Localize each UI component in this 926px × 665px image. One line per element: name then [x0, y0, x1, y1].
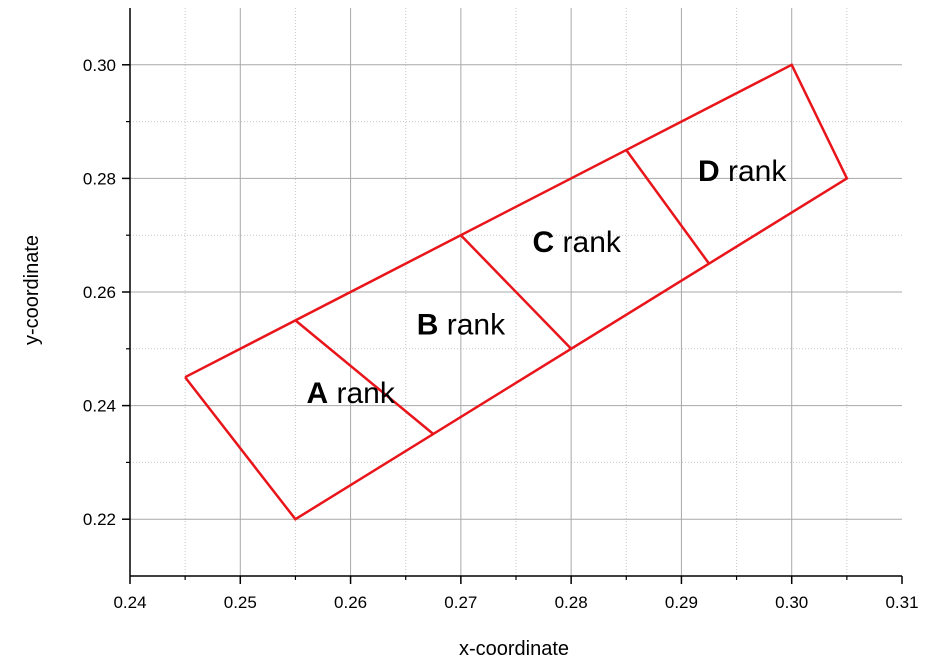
rank-label-d: D rank — [698, 155, 787, 188]
x-tick-label: 0.25 — [224, 593, 257, 612]
x-tick-label: 0.26 — [334, 593, 367, 612]
rank-shape — [184, 63, 849, 521]
x-tick-label: 0.24 — [113, 593, 146, 612]
rank-divider — [625, 149, 711, 265]
y-tick-labels: 0.22 0.24 0.26 0.28 0.30 — [83, 56, 116, 529]
axes — [122, 8, 903, 584]
y-tick-label: 0.22 — [83, 510, 116, 529]
rank-divider — [459, 234, 573, 350]
x-tick-label: 0.28 — [555, 593, 588, 612]
rank-divider — [294, 319, 435, 435]
x-tick-label: 0.30 — [775, 593, 808, 612]
y-tick-label: 0.26 — [83, 283, 116, 302]
y-axis-title: y-coordinate — [21, 235, 43, 345]
y-tick-label: 0.28 — [83, 169, 116, 188]
y-tick-label: 0.24 — [83, 397, 116, 416]
x-tick-labels: 0.24 0.25 0.26 0.27 0.28 0.29 0.30 0.31 — [113, 593, 918, 612]
rank-label-a: A rank — [306, 377, 395, 410]
rank-label-b: B rank — [417, 309, 506, 342]
x-tick-label: 0.31 — [885, 593, 918, 612]
x-tick-label: 0.29 — [665, 593, 698, 612]
rank-label-c: C rank — [533, 226, 622, 259]
y-tick-label: 0.30 — [83, 56, 116, 75]
rank-outline — [184, 63, 849, 521]
x-axis-title: x-coordinate — [459, 638, 569, 660]
rank-labels: A rank B rank C rank D rank — [306, 155, 787, 410]
x-tick-label: 0.27 — [444, 593, 477, 612]
